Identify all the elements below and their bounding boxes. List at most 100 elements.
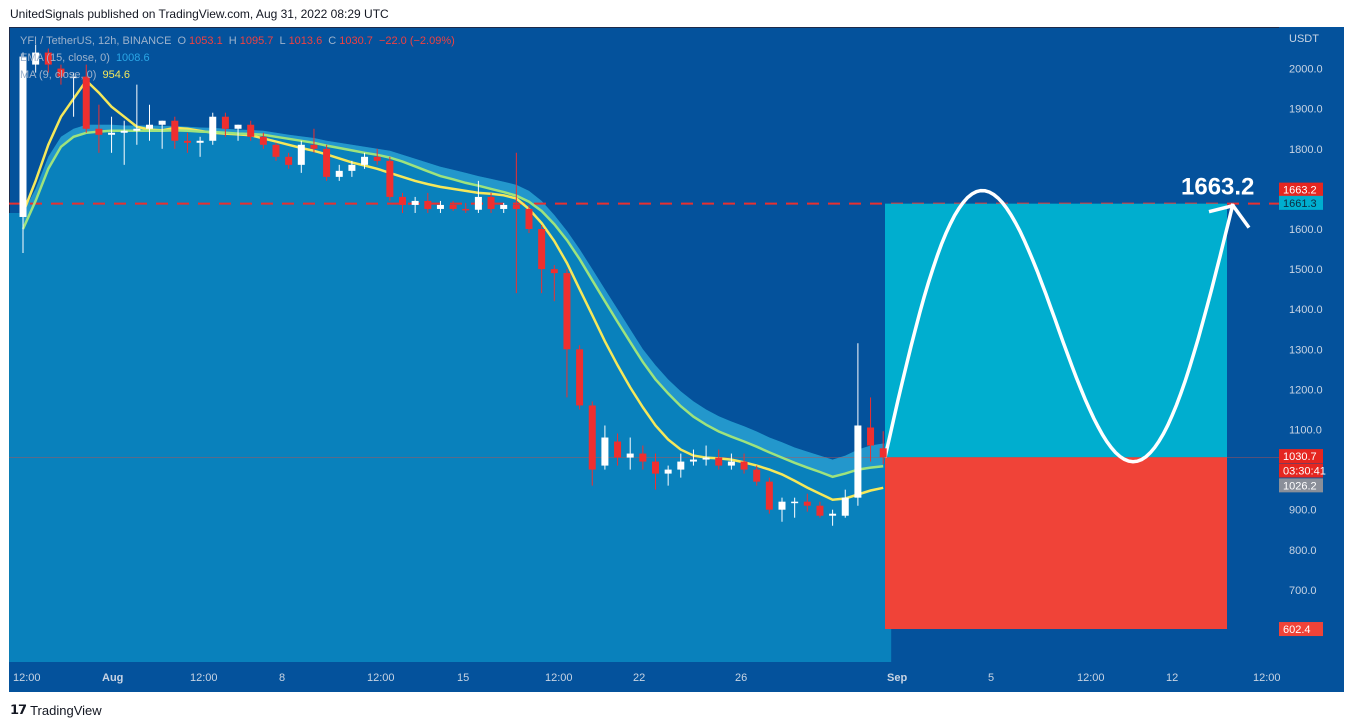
candle-body[interactable] xyxy=(854,425,862,498)
candle-body[interactable] xyxy=(677,461,685,470)
ma-legend[interactable]: MA (9, close, 0) 954.6 xyxy=(20,69,133,81)
x-tick-label: 12:00 xyxy=(1253,672,1281,684)
candle-body[interactable] xyxy=(183,140,191,143)
candle-body[interactable] xyxy=(234,124,242,129)
time-axis-bg xyxy=(9,662,1344,692)
target-annotation: 1663.2 xyxy=(1181,174,1254,201)
ema-label: EMA (15, close, 0) xyxy=(20,52,110,64)
publish-caption: UnitedSignals published on TradingView.c… xyxy=(10,7,389,21)
candle-body[interactable] xyxy=(424,200,432,209)
candle-body[interactable] xyxy=(95,128,103,135)
candle-body[interactable] xyxy=(146,124,153,129)
footer-brand[interactable]: 𝟭𝟳 TradingView xyxy=(10,702,102,718)
y-tick-label: 1100.0 xyxy=(1289,425,1322,437)
open-label: O xyxy=(177,35,187,47)
candle-body[interactable] xyxy=(297,144,305,165)
quote-currency-label: USDT xyxy=(1289,33,1319,45)
candle-body[interactable] xyxy=(841,497,849,516)
x-tick-label: 8 xyxy=(279,672,285,684)
brand-name: TradingView xyxy=(30,702,102,718)
candle-body[interactable] xyxy=(601,437,609,466)
open-value: 1053.1 xyxy=(189,35,223,47)
x-tick-label: 12 xyxy=(1166,672,1178,684)
candle-body[interactable] xyxy=(639,453,647,462)
x-tick-label: Sep xyxy=(887,672,907,684)
candle-body[interactable] xyxy=(196,140,204,143)
candle-body[interactable] xyxy=(32,52,40,65)
candle-body[interactable] xyxy=(221,116,229,129)
x-tick-label: 12:00 xyxy=(1077,672,1105,684)
candle-body[interactable] xyxy=(335,170,343,177)
candle-body[interactable] xyxy=(803,501,811,506)
candle-body[interactable] xyxy=(652,461,659,474)
candle-body[interactable] xyxy=(436,204,444,209)
ema-legend[interactable]: EMA (15, close, 0) 1008.6 xyxy=(20,52,153,64)
ema-line[interactable] xyxy=(21,129,884,479)
candle-body[interactable] xyxy=(399,196,406,205)
candle-body[interactable] xyxy=(765,481,773,510)
candle-body[interactable] xyxy=(411,200,419,205)
projected-path[interactable] xyxy=(883,188,1235,464)
candle-body[interactable] xyxy=(272,144,280,157)
candle-body[interactable] xyxy=(614,441,622,458)
candle-body[interactable] xyxy=(285,156,293,165)
candle-body[interactable] xyxy=(209,116,217,141)
candle-body[interactable] xyxy=(449,204,457,209)
candle-body[interactable] xyxy=(70,76,78,79)
candle-body[interactable] xyxy=(158,120,166,125)
candle-body[interactable] xyxy=(373,156,381,161)
candle-body[interactable] xyxy=(487,196,495,209)
ma-value: 954.6 xyxy=(102,69,131,81)
stop-loss-box[interactable] xyxy=(885,457,1227,630)
candle-body[interactable] xyxy=(740,461,748,470)
candle-body[interactable] xyxy=(512,204,520,209)
target-price-tag-bg xyxy=(1279,182,1323,197)
candle-body[interactable] xyxy=(563,273,571,350)
candle-body[interactable] xyxy=(323,148,331,177)
candle-body[interactable] xyxy=(829,513,837,516)
candle-body[interactable] xyxy=(816,505,824,516)
x-tick-label: 12:00 xyxy=(545,672,573,684)
candle-body[interactable] xyxy=(386,160,394,197)
candle-body[interactable] xyxy=(500,204,508,209)
candle-body[interactable] xyxy=(727,461,735,466)
candle-body[interactable] xyxy=(867,427,875,446)
candle-body[interactable] xyxy=(879,448,887,458)
y-tick-label: 1200.0 xyxy=(1289,384,1323,396)
candle-body[interactable] xyxy=(259,136,267,145)
symbol-legend: YFI / TetherUS, 12h, BINANCE O 1053.1 H 10… xyxy=(20,35,458,47)
candle-body[interactable] xyxy=(702,457,710,460)
candle-body[interactable] xyxy=(626,453,634,458)
candle-body[interactable] xyxy=(120,130,128,133)
candle-body[interactable] xyxy=(82,76,90,129)
candle-body[interactable] xyxy=(550,269,558,274)
candle-body[interactable] xyxy=(133,128,141,131)
candle-body[interactable] xyxy=(538,229,546,270)
candle-body[interactable] xyxy=(348,164,356,171)
candle-body[interactable] xyxy=(57,68,65,77)
candle-body[interactable] xyxy=(525,208,533,229)
candle-body[interactable] xyxy=(588,405,596,470)
candle-body[interactable] xyxy=(108,132,116,135)
candle-body[interactable] xyxy=(171,120,179,141)
candle-body[interactable] xyxy=(44,52,52,65)
candle-body[interactable] xyxy=(474,196,482,210)
profit-target-box[interactable] xyxy=(885,203,1227,458)
symbol-label[interactable]: YFI / TetherUS, 12h, BINANCE xyxy=(20,35,172,47)
candle-body[interactable] xyxy=(664,469,672,474)
candle-body[interactable] xyxy=(791,501,799,504)
candle-body[interactable] xyxy=(778,501,786,510)
candle-body[interactable] xyxy=(689,459,697,462)
candle-body[interactable] xyxy=(576,349,584,406)
stop-price-tag-bg xyxy=(1279,622,1323,637)
arrow-head-icon xyxy=(1208,203,1251,229)
x-tick-label: 26 xyxy=(735,672,747,684)
candle-body[interactable] xyxy=(247,124,255,137)
candle-body[interactable] xyxy=(462,208,470,211)
candle-body[interactable] xyxy=(753,469,761,482)
candle-body[interactable] xyxy=(310,144,318,149)
candle-body[interactable] xyxy=(715,457,723,466)
price-chart[interactable]: 1663.2700.0800.0900.01000.01100.01200.01… xyxy=(9,27,1344,692)
candle-body[interactable] xyxy=(361,156,369,165)
candle-body[interactable] xyxy=(19,56,27,217)
